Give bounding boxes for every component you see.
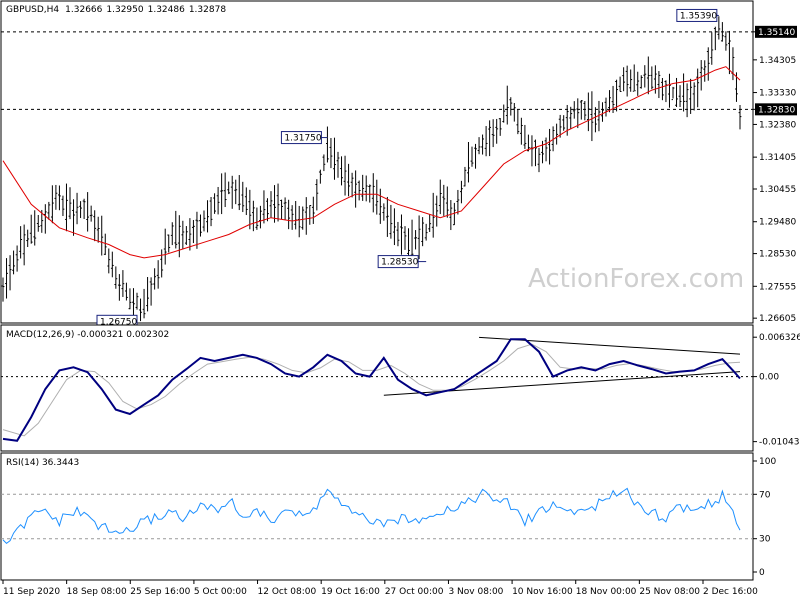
macd-y-tick-label: 0.00 <box>759 373 779 383</box>
price-panel: ActionForex.com GBPUSD,H4 1.32666 1.32950 1… <box>0 0 797 328</box>
price-annotation-label: 1.35390 <box>680 11 717 21</box>
price-annotation-label: 1.26750 <box>100 317 137 327</box>
price-level-tag <box>755 25 797 38</box>
x-tick-label: 19 Oct 16:00 <box>321 587 380 597</box>
macd-panel: MACD(12,26,9) -0.000321 0.002302 0.00632… <box>0 324 800 452</box>
price-y-tick-label: 1.30455 <box>759 185 796 195</box>
x-axis: 11 Sep 2020 18 Sep 08:00 25 Sep 16:00 5 Oct… <box>2 580 758 597</box>
macd-title: MACD(12,26,9) -0.000321 0.002302 <box>6 330 169 340</box>
ohlc-high: 1.32950 <box>106 5 143 15</box>
ohlc-close: 1.32878 <box>189 5 226 15</box>
price-y-tick-label: 1.32380 <box>759 120 796 130</box>
rsi-title: RSI(14) 36.3443 <box>6 458 79 468</box>
price-y-tick-label: 1.33330 <box>759 89 796 99</box>
price-panel-frame <box>0 0 754 324</box>
price-annotation-label: 1.28530 <box>381 258 418 268</box>
x-tick-label: 10 Nov 16:00 <box>512 587 573 597</box>
price-y-tick-label: 1.26605 <box>759 314 796 324</box>
rsi-panel: RSI(14) 36.3443 100 70 30 0 <box>0 452 776 581</box>
price-y-tick-label: 1.28530 <box>759 250 796 260</box>
price-annotation-label: 1.31750 <box>284 134 321 144</box>
ohlc-open: 1.32666 <box>65 5 102 15</box>
rsi-y-tick-label: 70 <box>759 490 771 500</box>
x-tick-label: 3 Nov 08:00 <box>448 587 503 597</box>
x-tick-label: 11 Sep 2020 <box>3 587 60 597</box>
macd-y-tick-label: -0.010438 <box>759 438 800 448</box>
x-tick-label: 18 Nov 00:00 <box>576 587 637 597</box>
macd-macd-line <box>2 338 741 442</box>
price-panel-title: GBPUSD,H4 1.32666 1.32950 1.32486 1.32878 <box>6 5 226 15</box>
x-tick-label: 12 Oct 08:00 <box>258 587 317 597</box>
rsi-y-tick-label: 100 <box>759 457 776 467</box>
ohlc-low: 1.32486 <box>148 5 185 15</box>
price-y-tick-label: 1.35140 <box>758 28 795 38</box>
price-level-tag <box>755 103 797 116</box>
rsi-panel-frame <box>0 452 754 581</box>
price-y-tick-label: 1.32830 <box>758 105 795 115</box>
x-tick-label: 2 Dec 16:00 <box>703 587 758 597</box>
price-y-tick-label: 1.34305 <box>759 56 796 66</box>
price-y-tick-label: 1.31405 <box>759 153 796 163</box>
symbol-title: GBPUSD,H4 <box>6 5 59 15</box>
moving-average-line <box>2 66 741 259</box>
x-tick-label: 25 Sep 16:00 <box>130 587 190 597</box>
rsi-y-tick-label: 30 <box>759 535 771 545</box>
x-tick-label: 27 Oct 00:00 <box>385 587 444 597</box>
x-tick-label: 5 Oct 00:00 <box>194 587 247 597</box>
rsi-y-tick-label: 0 <box>759 568 765 578</box>
price-y-tick-label: 1.29480 <box>759 218 796 228</box>
price-y-tick-label: 1.27555 <box>759 282 796 292</box>
macd-panel-frame <box>0 324 754 452</box>
macd-signal-line <box>2 343 741 437</box>
macd-y-tick-label: 0.006326 <box>759 333 800 343</box>
x-tick-label: 25 Nov 08:00 <box>639 587 700 597</box>
watermark: ActionForex.com <box>528 264 744 294</box>
rsi-line <box>2 487 741 545</box>
x-tick-label: 18 Sep 08:00 <box>67 587 127 597</box>
